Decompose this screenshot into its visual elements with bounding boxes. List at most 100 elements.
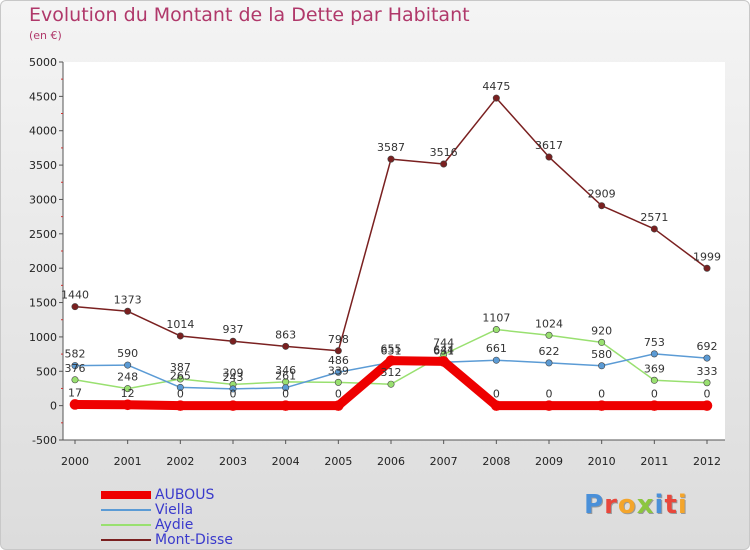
x-tick-label: 2004 xyxy=(272,455,300,468)
data-label: 582 xyxy=(65,348,86,361)
data-point xyxy=(598,202,606,210)
data-label: 248 xyxy=(117,371,138,384)
data-label: 3617 xyxy=(535,139,563,152)
legend-swatch xyxy=(101,490,151,499)
x-tick-label: 2007 xyxy=(430,455,458,468)
data-point xyxy=(703,264,711,272)
legend-item-mont-disse: Mont-Disse xyxy=(101,531,233,548)
data-label: 798 xyxy=(328,333,349,346)
data-label: 0 xyxy=(651,388,658,401)
chart-title: Evolution du Montant de la Dette par Hab… xyxy=(29,4,470,26)
data-label: 1999 xyxy=(693,250,721,263)
data-point xyxy=(334,347,342,355)
chart-subtitle: (en €) xyxy=(29,29,62,42)
data-point xyxy=(545,359,553,367)
x-tick-label: 2006 xyxy=(377,455,405,468)
data-label: 0 xyxy=(493,388,500,401)
data-label: 387 xyxy=(170,361,191,374)
legend-swatch xyxy=(101,523,151,526)
data-label: 376 xyxy=(65,362,86,375)
data-point xyxy=(703,354,711,362)
data-point xyxy=(598,338,606,346)
data-label: 346 xyxy=(275,364,296,377)
data-point xyxy=(176,375,184,383)
legend-label: Mont-Disse xyxy=(155,531,233,548)
data-label: 17 xyxy=(68,386,82,399)
data-label: 3516 xyxy=(430,146,458,159)
data-label: 0 xyxy=(230,388,237,401)
data-point xyxy=(176,383,184,391)
data-point xyxy=(175,400,186,411)
y-tick-label: 2000 xyxy=(29,262,57,275)
data-point xyxy=(69,399,81,410)
x-tick-label: 2002 xyxy=(166,455,194,468)
data-label: 0 xyxy=(704,388,711,401)
data-point xyxy=(227,400,239,411)
data-label: 1024 xyxy=(535,317,563,330)
data-label: 333 xyxy=(697,365,718,378)
data-label: 4475 xyxy=(482,80,510,93)
data-point xyxy=(649,400,660,411)
data-label: 863 xyxy=(275,328,296,341)
data-label: 692 xyxy=(697,340,718,353)
y-tick-label: 2500 xyxy=(29,228,57,241)
data-point xyxy=(596,400,607,411)
data-label: 309 xyxy=(223,366,244,379)
data-point xyxy=(492,326,500,334)
data-label: 2571 xyxy=(640,211,668,224)
legend-item-aubous: AUBOUS xyxy=(101,487,233,503)
data-point xyxy=(491,400,502,411)
data-point xyxy=(280,400,291,411)
data-label: 920 xyxy=(591,324,612,337)
data-point xyxy=(334,368,342,376)
legend-label: Aydie xyxy=(155,516,194,533)
data-label: 655 xyxy=(381,343,402,356)
legend-item-aydie: Aydie xyxy=(101,516,233,533)
data-label: 1107 xyxy=(482,312,510,325)
x-tick-label: 2001 xyxy=(114,455,142,468)
data-point xyxy=(701,400,713,411)
y-tick-label: 4000 xyxy=(29,125,57,138)
data-point xyxy=(387,155,395,163)
data-point xyxy=(333,400,344,411)
data-point xyxy=(703,379,711,387)
legend-item-viella: Viella xyxy=(101,502,233,518)
y-tick-label: 3000 xyxy=(29,193,57,206)
data-label: 661 xyxy=(486,342,507,355)
data-point xyxy=(545,331,553,339)
y-tick-label: 500 xyxy=(36,365,57,378)
data-point xyxy=(492,356,500,364)
data-point xyxy=(71,303,79,311)
data-label: 753 xyxy=(644,336,665,349)
x-tick-label: 2012 xyxy=(693,455,721,468)
data-point xyxy=(124,385,132,393)
data-label: 339 xyxy=(328,364,349,377)
legend-swatch xyxy=(101,538,151,541)
y-tick-label: 5000 xyxy=(29,56,57,69)
data-point xyxy=(282,384,290,392)
data-label: 590 xyxy=(117,347,138,360)
data-label: 369 xyxy=(644,362,665,375)
data-label: 1014 xyxy=(166,318,194,331)
data-point xyxy=(71,376,79,384)
legend-swatch xyxy=(101,508,151,511)
y-tick-label: 3500 xyxy=(29,159,57,172)
data-point xyxy=(650,225,658,233)
data-label: 312 xyxy=(381,366,402,379)
data-label: 12 xyxy=(121,387,135,400)
y-tick-label: 0 xyxy=(50,400,57,413)
data-label: 261 xyxy=(275,370,296,383)
data-label: 0 xyxy=(546,388,553,401)
data-point xyxy=(282,342,290,350)
data-point xyxy=(492,94,500,102)
y-tick-label: 4500 xyxy=(29,90,57,103)
y-tick-label: -500 xyxy=(32,434,57,447)
data-point xyxy=(229,337,237,345)
data-label: 644 xyxy=(433,343,454,356)
x-tick-label: 2009 xyxy=(535,455,563,468)
data-point xyxy=(543,400,555,411)
data-point xyxy=(124,307,132,315)
x-tick-label: 2011 xyxy=(640,455,668,468)
data-label: 3587 xyxy=(377,141,405,154)
x-tick-label: 2000 xyxy=(61,455,89,468)
